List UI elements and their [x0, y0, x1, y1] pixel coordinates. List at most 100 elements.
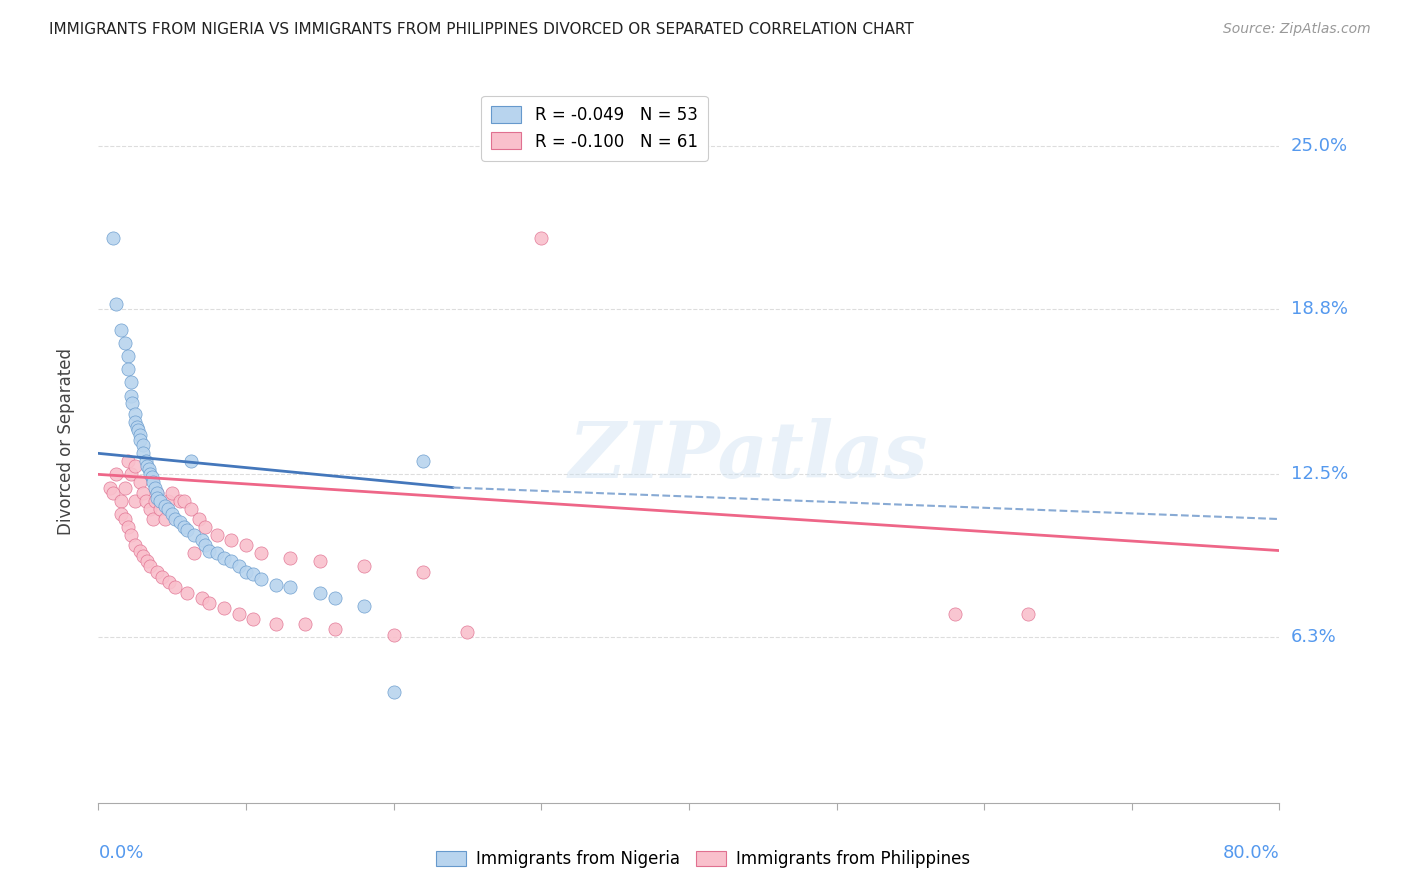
Y-axis label: Divorced or Separated: Divorced or Separated: [56, 348, 75, 535]
Point: [128, 543, 150, 558]
Point: [136, 459, 159, 474]
Point: [169, 515, 191, 529]
Text: 18.8%: 18.8%: [1291, 300, 1347, 318]
Point: [250, 573, 273, 587]
Point: [309, 585, 332, 599]
Point: [457, 625, 479, 640]
Point: [183, 546, 205, 560]
Point: [212, 551, 235, 566]
Point: [135, 493, 157, 508]
Text: 80.0%: 80.0%: [1223, 845, 1279, 863]
Point: [191, 533, 214, 547]
Point: [228, 607, 250, 621]
Point: [117, 520, 139, 534]
Point: [294, 617, 316, 632]
Point: [124, 415, 146, 429]
Point: [191, 591, 214, 605]
Point: [264, 578, 287, 592]
Point: [323, 591, 346, 605]
Point: [114, 512, 136, 526]
Text: 25.0%: 25.0%: [1291, 137, 1348, 155]
Point: [143, 481, 166, 495]
Point: [128, 434, 150, 448]
Point: [117, 362, 139, 376]
Point: [242, 612, 264, 626]
Point: [180, 501, 202, 516]
Point: [142, 475, 165, 490]
Point: [309, 554, 332, 568]
Point: [165, 512, 187, 526]
Point: [136, 554, 159, 568]
Point: [183, 528, 205, 542]
Text: Source: ZipAtlas.com: Source: ZipAtlas.com: [1223, 22, 1371, 37]
Point: [205, 528, 228, 542]
Point: [117, 349, 139, 363]
Point: [105, 296, 128, 310]
Point: [103, 485, 125, 500]
Point: [135, 454, 157, 468]
Legend: R = -0.049   N = 53, R = -0.100   N = 61: R = -0.049 N = 53, R = -0.100 N = 61: [481, 95, 707, 161]
Point: [198, 543, 221, 558]
Point: [124, 407, 146, 421]
Point: [162, 485, 183, 500]
Point: [250, 546, 273, 560]
Point: [114, 481, 136, 495]
Legend: Immigrants from Nigeria, Immigrants from Philippines: Immigrants from Nigeria, Immigrants from…: [429, 844, 977, 875]
Point: [124, 493, 146, 508]
Point: [157, 575, 180, 590]
Text: IMMIGRANTS FROM NIGERIA VS IMMIGRANTS FROM PHILIPPINES DIVORCED OR SEPARATED COR: IMMIGRANTS FROM NIGERIA VS IMMIGRANTS FR…: [49, 22, 914, 37]
Point: [165, 580, 187, 594]
Point: [124, 538, 146, 552]
Point: [139, 501, 162, 516]
Text: 6.3%: 6.3%: [1291, 628, 1336, 647]
Point: [127, 423, 149, 437]
Point: [235, 565, 257, 579]
Point: [221, 554, 243, 568]
Point: [132, 438, 155, 452]
Point: [110, 507, 132, 521]
Point: [242, 567, 264, 582]
Point: [128, 428, 150, 442]
Point: [173, 493, 195, 508]
Point: [280, 551, 302, 566]
Point: [149, 493, 172, 508]
Point: [114, 336, 136, 351]
Point: [120, 376, 142, 390]
Point: [228, 559, 250, 574]
Point: [143, 493, 166, 508]
Point: [943, 607, 966, 621]
Text: 12.5%: 12.5%: [1291, 466, 1348, 483]
Text: 0.0%: 0.0%: [98, 845, 143, 863]
Point: [280, 580, 302, 594]
Point: [264, 617, 287, 632]
Text: ZIPatlas: ZIPatlas: [568, 417, 928, 494]
Point: [382, 627, 405, 641]
Point: [169, 493, 191, 508]
Point: [412, 454, 434, 468]
Point: [110, 323, 132, 337]
Point: [180, 454, 202, 468]
Point: [149, 501, 172, 516]
Point: [323, 623, 346, 637]
Point: [150, 570, 173, 584]
Point: [176, 585, 198, 599]
Point: [221, 533, 243, 547]
Point: [382, 685, 405, 699]
Point: [162, 507, 183, 521]
Point: [412, 565, 434, 579]
Point: [194, 538, 217, 552]
Point: [139, 559, 162, 574]
Point: [194, 520, 217, 534]
Point: [132, 485, 155, 500]
Point: [142, 512, 165, 526]
Point: [153, 499, 176, 513]
Point: [156, 493, 179, 508]
Point: [212, 601, 235, 615]
Point: [156, 501, 179, 516]
Point: [235, 538, 257, 552]
Point: [98, 481, 121, 495]
Point: [530, 231, 553, 245]
Point: [146, 565, 169, 579]
Point: [128, 475, 150, 490]
Point: [125, 420, 148, 434]
